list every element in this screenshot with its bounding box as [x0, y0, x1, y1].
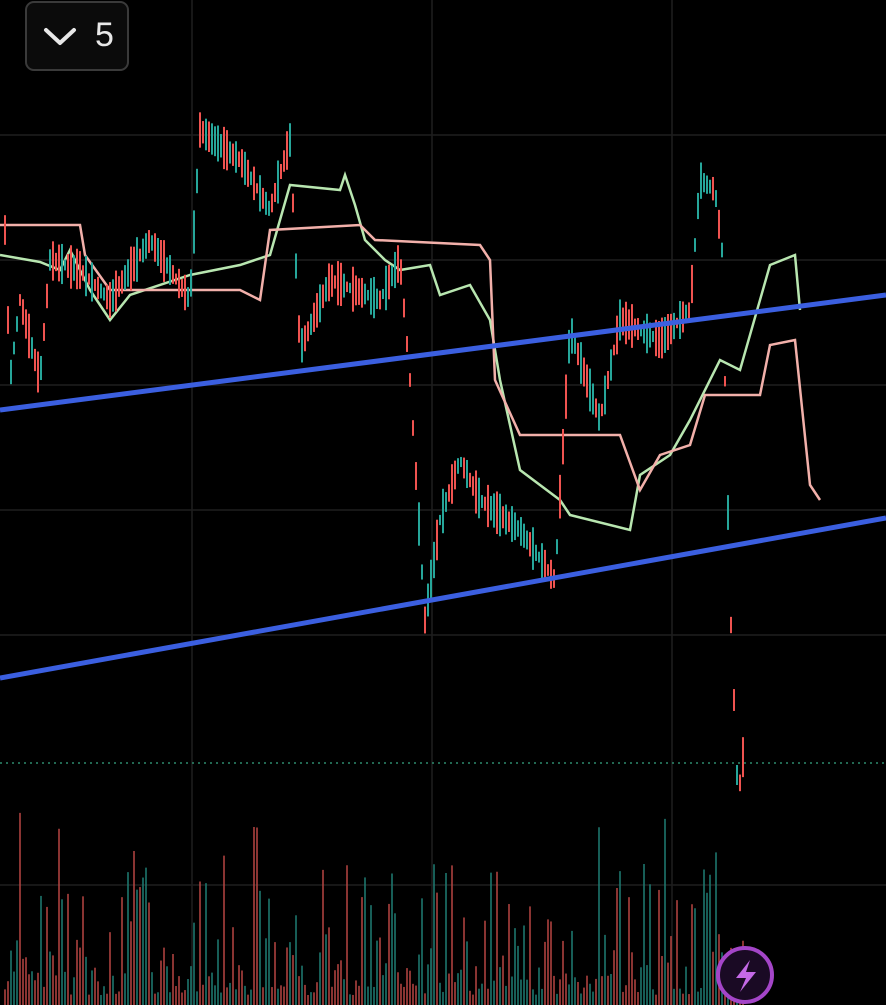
- interval-button[interactable]: 5: [25, 1, 129, 71]
- cloud-line-b: [0, 223, 822, 501]
- volume-bars: [4, 812, 744, 1005]
- cloud: [0, 171, 822, 532]
- button-frame[interactable]: [25, 1, 129, 71]
- trendline: [0, 515, 886, 681]
- lightning-icon: [736, 960, 756, 992]
- price-candles: [4, 112, 744, 792]
- chevron-icon: [44, 28, 76, 45]
- lightning-button[interactable]: [716, 946, 774, 1004]
- interval-label: 5: [95, 16, 114, 54]
- trendline: [0, 292, 886, 413]
- cloud-line-a: [0, 171, 802, 532]
